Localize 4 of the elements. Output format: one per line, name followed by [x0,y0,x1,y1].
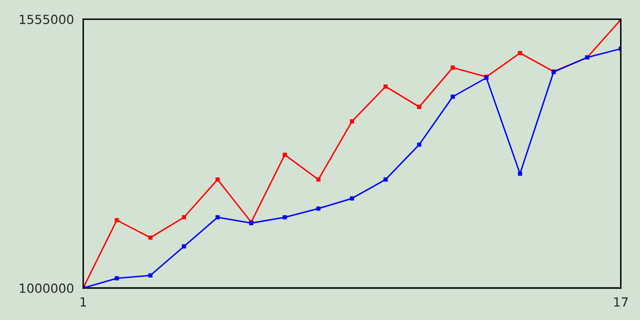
x-tick-label: 17 [614,297,628,307]
y-tick-label: 1555000 [20,14,74,24]
x-tick-label: 1 [80,297,86,307]
y-tick-label: 1000000 [20,283,74,293]
